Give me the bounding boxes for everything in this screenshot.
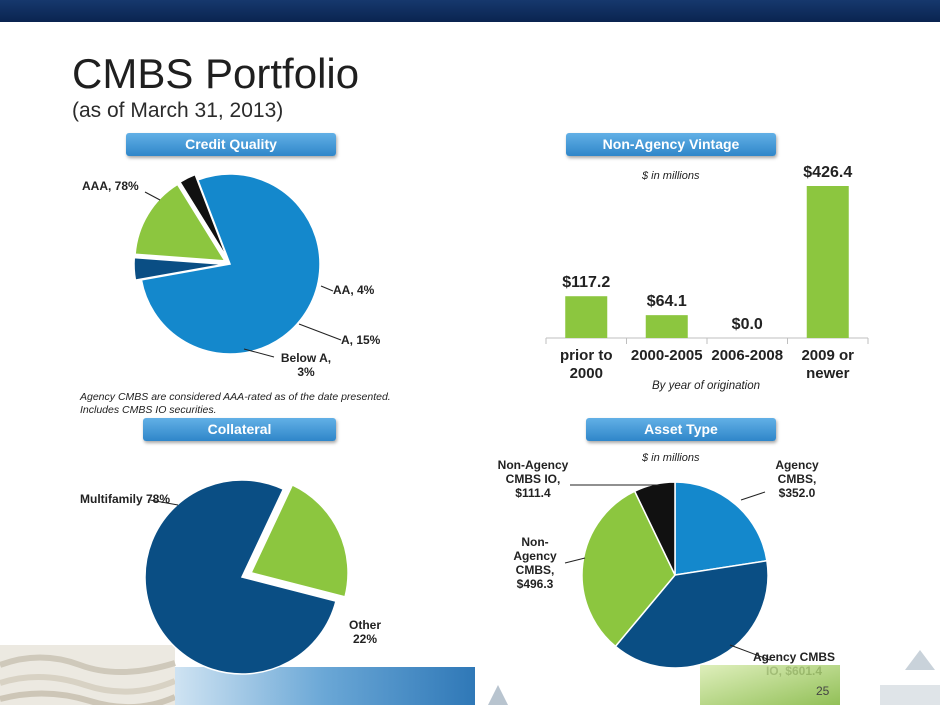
vintage-bar-0 [565, 296, 608, 338]
page-number: 25 [816, 684, 830, 698]
vintage-tick-label-2: 2006-2008 [711, 347, 783, 364]
top-banner [0, 0, 940, 22]
credit-note-line1: Agency CMBS are considered AAA-rated as … [80, 391, 391, 403]
credit-slice-1 [133, 256, 225, 282]
asset-slice-1 [614, 559, 769, 669]
asset-slice-2 [581, 490, 676, 648]
asset-type-header: Asset Type [586, 418, 776, 441]
collateral-label-other: Other 22% [348, 618, 381, 646]
asset-units-note: $ in millions [642, 452, 700, 464]
credit-slice-3 [178, 173, 229, 260]
vintage-header: Non-Agency Vintage [566, 133, 776, 156]
vintage-bar-3 [806, 186, 849, 338]
collateral-slice-0 [144, 479, 337, 675]
collateral-slice-1 [249, 483, 349, 598]
collateral-label-multifamily: Multifamily 78% [80, 492, 171, 506]
asset-label-non-agency-cmbs-io: Non-Agency CMBS IO, $111.4 [497, 458, 569, 500]
credit-note-line2: Includes CMBS IO securities. [80, 404, 217, 416]
vintage-tick-label-1: 2000-2005 [631, 347, 703, 364]
footer-decoration [0, 645, 940, 705]
asset-slice-3 [633, 481, 676, 576]
credit-label-aa: AA, 4% [333, 283, 375, 297]
credit-label-a: A, 15% [341, 333, 381, 347]
credit-slice-0 [140, 173, 321, 355]
vintage-data-label-2: $0.0 [732, 316, 763, 333]
credit-quality-header: Credit Quality [126, 133, 336, 156]
asset-label-agency-cmbs: Agency CMBS, $352.0 [775, 458, 819, 500]
vintage-data-label-0: $117.2 [562, 274, 610, 291]
vintage-axis-label: By year of origination [652, 380, 761, 392]
page-subtitle: (as of March 31, 2013) [72, 99, 284, 122]
credit-label-below-a: Below A, 3% [280, 351, 332, 379]
collateral-header: Collateral [143, 418, 336, 441]
vintage-bar-1 [645, 315, 688, 338]
vintage-units-note: $ in millions [642, 170, 700, 182]
vintage-tick-label-3: newer [806, 365, 850, 382]
vintage-tick-label-0: 2000 [570, 365, 603, 382]
asset-slice-0 [674, 481, 768, 576]
vintage-data-label-1: $64.1 [647, 293, 687, 310]
asset-label-non-agency-cmbs: Non-Agency CMBS, $496.3 [513, 535, 557, 591]
vintage-tick-label-3: 2009 or [801, 347, 854, 364]
credit-label-aaa: AAA, 78% [82, 179, 139, 193]
vintage-tick-label-0: prior to [560, 347, 613, 364]
page-title: CMBS Portfolio [72, 50, 360, 97]
credit-slice-2 [134, 183, 227, 262]
vintage-data-label-3: $426.4 [803, 164, 852, 181]
